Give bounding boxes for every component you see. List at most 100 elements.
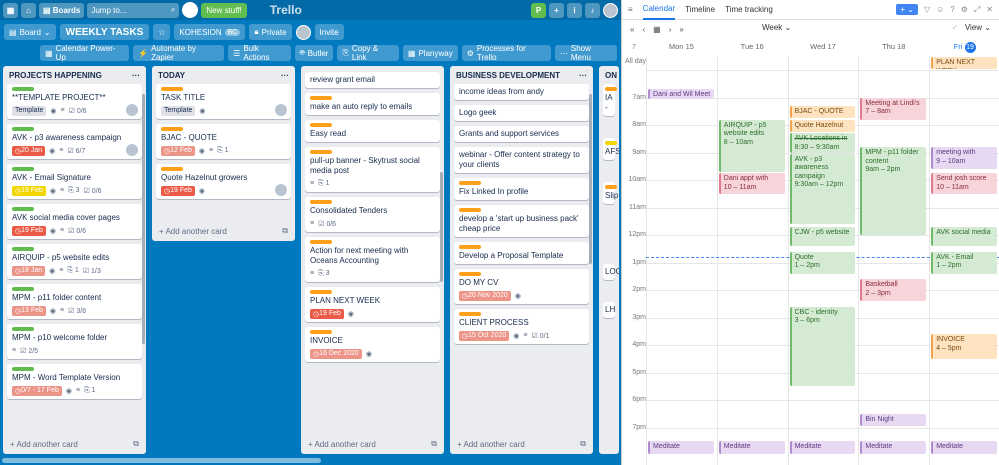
card[interactable]: MPM - Word Template Version ◷ 0/7 - 17 Fe…: [7, 364, 142, 399]
horizontal-scrollbar[interactable]: [2, 458, 321, 463]
card[interactable]: MPM - p11 folder content ◷ 13 Feb ◉ ≡ ☑ 3/8: [7, 284, 142, 319]
add-card-button[interactable]: + Add another card ⧉: [152, 221, 295, 241]
powerup-button-3[interactable]: 🤖︎ Butler: [294, 45, 334, 61]
calendar-event[interactable]: AIRQUIP - p5 website edits 8 – 10am: [718, 119, 785, 172]
card[interactable]: AVK - Email Signature ◷ 19 Feb ◉ ≡ ⎘ 3 ☑ 0/6: [7, 164, 142, 199]
calendar-event[interactable]: MPM - p11 folder content 9am – 2pm: [860, 147, 927, 235]
card-member-avatar[interactable]: [275, 184, 287, 196]
invite-button[interactable]: Invite: [314, 24, 344, 40]
calendar-grid[interactable]: All day 7am 8am 9am 10am 11am 12pm 1pm 2pm 3pm 4pm…: [622, 56, 999, 465]
home-icon[interactable]: ⌂: [21, 2, 36, 18]
card[interactable]: Develop a Proposal Template: [454, 242, 589, 264]
due-date-badge[interactable]: ◷ 13 Feb: [12, 305, 46, 316]
team-button[interactable]: KOHESION BC: [174, 24, 246, 40]
double-chevron-right-icon[interactable]: »: [679, 24, 684, 34]
calendar-event[interactable]: Quote 1 – 2pm: [789, 251, 856, 274]
calendar-event[interactable]: BJAC - QUOTE: [789, 105, 856, 119]
due-date-badge[interactable]: ◷ 19 Feb: [12, 225, 46, 236]
calendar-event[interactable]: Meditate: [789, 441, 856, 454]
list-scrollbar[interactable]: [142, 94, 145, 344]
calendar-event[interactable]: Meeting at Lindi's 7 – 8am: [860, 97, 927, 120]
due-date-badge[interactable]: ◷ 12 Feb: [161, 145, 195, 156]
day-header-thu[interactable]: Thu 18: [858, 42, 929, 56]
plus-icon[interactable]: +: [549, 2, 564, 18]
calendar-event[interactable]: AVK - p3 awareness campaign 9:30am – 12pm: [789, 153, 856, 224]
calendar-event[interactable]: AVK social media: [931, 226, 997, 246]
card[interactable]: **TEMPLATE PROJECT** Template ◉ ≡ ☑ 0/6: [7, 84, 142, 119]
help-icon[interactable]: ?: [950, 5, 955, 14]
calendar-event[interactable]: AVK Locations in 8:30 – 9:30am: [789, 133, 856, 153]
search-input[interactable]: Jump to... ⌕: [87, 2, 180, 18]
calendar-event[interactable]: INVOICE 4 – 5pm: [931, 334, 997, 359]
due-date-badge[interactable]: ◷ 19 Feb: [12, 185, 46, 196]
card[interactable]: make an auto reply to emails: [305, 93, 440, 115]
calendar-event[interactable]: Dani and Wil Meet: [648, 89, 714, 100]
board-menu-button[interactable]: ▤ Board ⌄: [4, 24, 56, 40]
board-title[interactable]: WEEKLY TASKS: [59, 24, 150, 40]
calendar-event[interactable]: Bin Night: [860, 413, 927, 427]
due-date-badge[interactable]: ◷ 19 Feb: [161, 185, 195, 196]
calendar-event[interactable]: Meditate: [718, 441, 785, 454]
powerup-button-5[interactable]: ▦ Planyway: [402, 45, 458, 61]
calendar-event[interactable]: CJW - p5 website: [789, 226, 856, 246]
expand-icon[interactable]: ⤢: [973, 4, 981, 14]
template-icon[interactable]: ⧉: [282, 226, 288, 235]
card[interactable]: Logo geek: [454, 105, 589, 121]
day-header-fri[interactable]: Fri 19: [929, 42, 999, 56]
chevron-right-icon[interactable]: ›: [668, 24, 672, 34]
card[interactable]: Action for next meeting with Oceans Acco…: [305, 237, 440, 282]
powerup-button-2[interactable]: ☰ Bulk Actions: [228, 44, 291, 62]
add-card-button[interactable]: + Add another card ⧉: [301, 434, 444, 454]
card[interactable]: TASK TITLE Template ◉: [156, 84, 291, 119]
person-icon[interactable]: ☺: [936, 5, 945, 14]
card[interactable]: MPM - p10 welcome folder ≡ ☑ 2/5: [7, 324, 142, 359]
card[interactable]: DO MY CV ◷ 20 Nov 2020 ◉: [454, 269, 589, 304]
card[interactable]: pull-up banner - Skytrust social media p…: [305, 147, 440, 192]
view-select[interactable]: ✓ View ⌄: [951, 23, 991, 32]
bell-icon[interactable]: ♪: [585, 2, 600, 18]
card[interactable]: IA -: [603, 84, 617, 116]
powerup-button-4[interactable]: ⎘ Copy & Link: [337, 44, 399, 62]
day-header-mon[interactable]: Mon 15: [646, 42, 717, 56]
card[interactable]: Quote Hazelnut growers ◷ 19 Feb ◉: [156, 164, 291, 199]
calendar-event[interactable]: meeting with 9 – 10am: [931, 147, 997, 169]
chevron-left-icon[interactable]: ‹: [642, 24, 646, 34]
tab-timeline[interactable]: Timeline: [685, 5, 716, 14]
star-icon[interactable]: ☆: [153, 24, 171, 40]
card[interactable]: AIRQUIP - p5 website edits ◷ 18 Jan ◉ ≡ ⎘ 1 ☑…: [7, 244, 142, 279]
day-header-wed[interactable]: Wed 17: [788, 42, 859, 56]
list-menu-icon[interactable]: ···: [281, 70, 289, 80]
calendar-event[interactable]: Basketball 2 – 3pm: [860, 279, 927, 301]
template-icon[interactable]: ⧉: [133, 439, 139, 448]
list-header[interactable]: PROJECTS HAPPENING ···: [3, 66, 146, 84]
due-date-badge[interactable]: ◷ 0/7 - 17 Feb: [12, 385, 62, 396]
card[interactable]: BJAC - QUOTE ◷ 12 Feb ◉ ≡ ⎘ 1: [156, 124, 291, 159]
menu-icon[interactable]: ≡: [628, 5, 633, 14]
planyway-icon[interactable]: P: [531, 2, 546, 18]
add-card-button[interactable]: + Add another card ⧉: [450, 434, 593, 454]
calendar-icon[interactable]: ▦: [653, 24, 661, 34]
list-scrollbar[interactable]: [440, 172, 443, 282]
apps-icon[interactable]: ▦: [3, 2, 18, 18]
card[interactable]: review grant email: [305, 72, 440, 88]
card[interactable]: LH: [603, 302, 615, 318]
card[interactable]: AFS: [603, 138, 619, 160]
powerup-button-1[interactable]: ⚡ Automate by Zapier: [133, 44, 225, 62]
card[interactable]: webinar - Offer content strategy to your…: [454, 147, 589, 173]
due-date-badge[interactable]: ◷ 16 Dec 2020: [310, 348, 362, 359]
card-member-avatar[interactable]: [126, 144, 138, 156]
calendar-event[interactable]: Meditate: [931, 441, 997, 454]
day-header-tue[interactable]: Tue 16: [717, 42, 788, 56]
add-card-button[interactable]: + Add another card ⧉: [3, 434, 146, 454]
card[interactable]: AVK social media cover pages ◷ 19 Feb ◉ ≡ ☑ …: [7, 204, 142, 239]
close-icon[interactable]: ✕: [986, 5, 993, 14]
card[interactable]: Consolidated Tenders ≡ ☑ 0/6: [305, 197, 440, 232]
list-menu-icon[interactable]: ···: [132, 70, 140, 80]
add-event-button[interactable]: + ⌄: [896, 4, 918, 15]
user-avatar[interactable]: [603, 2, 618, 18]
calendar-event[interactable]: Meditate: [860, 441, 927, 454]
card[interactable]: Slip: [603, 182, 618, 204]
member-avatar[interactable]: [295, 24, 311, 40]
due-date-badge[interactable]: ◷ 19 Feb: [310, 308, 344, 319]
list-scrollbar[interactable]: [589, 94, 592, 264]
